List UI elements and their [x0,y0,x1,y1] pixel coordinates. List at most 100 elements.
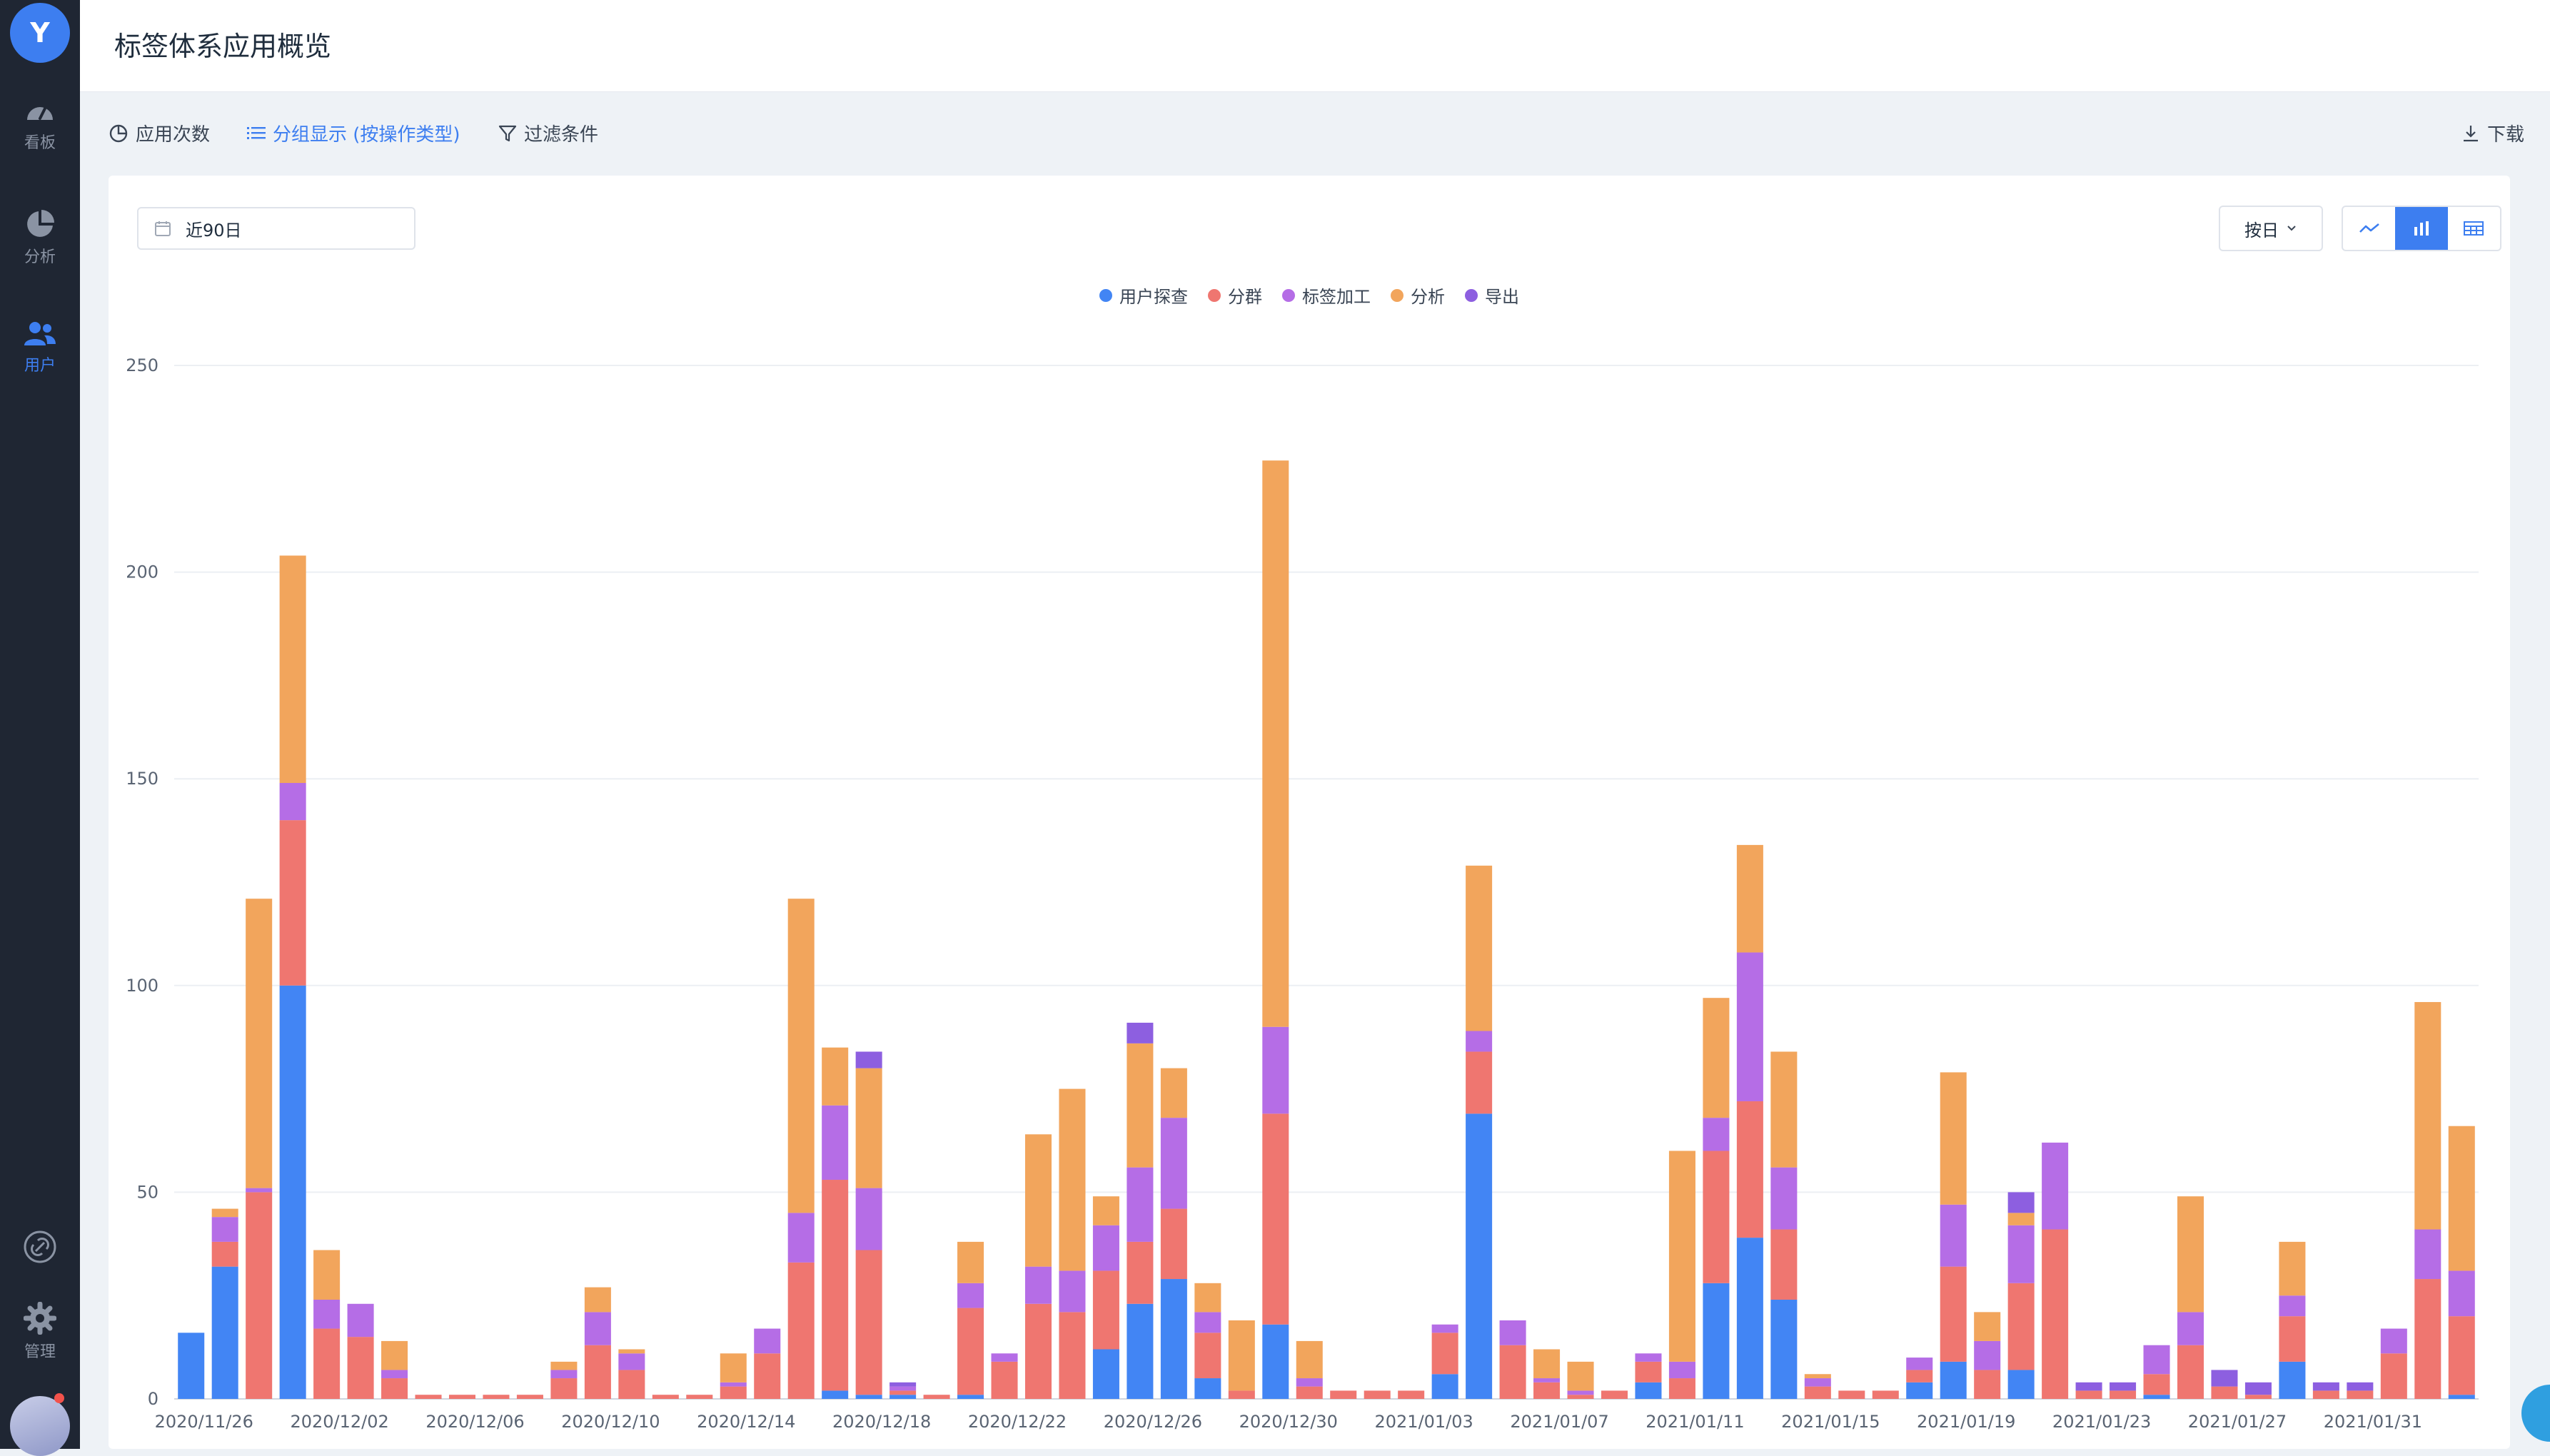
chart-legend: 用户探查 分群 标签加工 分析 导出 [109,283,2510,308]
y-tick-label: 150 [126,769,158,789]
bar-segment [448,1395,476,1399]
bar-segment [2007,1225,2035,1283]
sidebar-item-label: 看板 [24,134,56,152]
bar-segment [2075,1390,2102,1399]
bar-segment [381,1340,408,1370]
group-by-button[interactable]: 分组显示 (按操作类型) [247,120,460,146]
bar-segment [1364,1390,1391,1399]
granularity-value: 按日 [2244,220,2279,241]
bar-segment [1466,1113,1493,1399]
bar-segment [1431,1324,1458,1333]
bar-segment [1906,1358,1933,1370]
bar-view-button[interactable] [2395,207,2448,250]
bar-segment [822,1047,849,1106]
bar-segment [246,1188,273,1193]
bar-segment [1127,1022,1154,1043]
bar-segment [618,1349,645,1354]
legend-item-segment[interactable]: 分群 [1208,283,1262,308]
bar-segment [1127,1303,1154,1399]
chart-card: 近90日 按日 用户探查 分群 [109,176,2510,1449]
count-metric-button[interactable]: 应用次数 [109,120,210,146]
bar-segment [2177,1345,2204,1399]
group-by-label: 分组显示 (按操作类型) [273,124,460,146]
bar-segment [1668,1151,1695,1362]
legend-item-analysis[interactable]: 分析 [1391,283,1445,308]
bar-segment [1668,1378,1695,1399]
bar-segment [890,1382,917,1387]
bar-segment [855,1051,882,1068]
sidebar-item-admin[interactable]: 管理 [0,1302,80,1362]
logo-letter: Y [30,17,50,49]
bar-segment [2007,1283,2035,1370]
stacked-bar-chart: 0 50 100 150 200 250 2020/11/26 2020/12/02 2020/… [126,355,2479,1432]
legend-item-export[interactable]: 导出 [1465,283,1519,308]
bar-segment [1770,1229,1798,1300]
chat-bubble[interactable] [2521,1385,2550,1442]
bar-segment [1635,1382,1662,1399]
bar-segment [2380,1328,2407,1354]
x-tick-label: 2021/01/31 [2324,1412,2422,1432]
bar-segment [1466,865,1493,1031]
bar-segment [279,555,306,783]
x-tick-label: 2020/12/14 [697,1412,795,1432]
bar-segment [313,1328,341,1399]
bar-segment [1770,1299,1798,1399]
bar-segment [550,1378,578,1399]
bar-segment [279,782,306,821]
bar-segment [890,1386,917,1391]
table-view-button[interactable] [2448,207,2500,250]
bar-segment [1228,1320,1255,1391]
legend-swatch [1391,288,1403,302]
bar-segment [652,1395,679,1399]
bar-segment [1024,1266,1052,1304]
bar-segment [1262,1324,1289,1399]
bar-segment [1431,1374,1458,1399]
date-range-picker[interactable]: 近90日 [137,207,415,250]
bar-segment [313,1250,341,1300]
bar-segment [1906,1382,1933,1399]
bar-segment [1330,1390,1357,1399]
x-tick-label: 2021/01/19 [1917,1412,2015,1432]
bar-segment [2279,1316,2306,1362]
bar-segment [1499,1345,1526,1399]
sidebar-item-dashboard[interactable]: 看板 [0,97,80,153]
bar-segment [1940,1204,1967,1267]
bar-segment [2007,1213,2035,1225]
view-switcher [2342,206,2501,251]
bar-segment [2143,1395,2170,1399]
table-icon [2464,221,2484,236]
bar-segment [246,899,273,1188]
bar-segment [2448,1395,2475,1399]
download-button[interactable]: 下载 [2461,120,2524,146]
bar-segment [890,1395,917,1399]
line-icon [2359,223,2379,233]
bar-segment [211,1241,238,1267]
bar-segment [1736,1101,1763,1238]
filter-button[interactable]: 过滤条件 [498,120,598,146]
bar-segment [246,1192,273,1399]
bar-segment [1127,1167,1154,1242]
bar-segment [855,1250,882,1395]
legend-item-user-explore[interactable]: 用户探查 [1099,283,1188,308]
avatar[interactable] [10,1396,70,1456]
bar-segment [754,1328,781,1354]
bar-segment [1160,1279,1187,1399]
app-logo[interactable]: Y [10,3,70,63]
sidebar-item-label: 用户 [24,357,56,375]
legend-item-tag-processing[interactable]: 标签加工 [1282,283,1371,308]
bar-segment [1974,1312,2001,1341]
list-icon [247,126,266,139]
bar-segment [1092,1270,1119,1350]
sidebar-item-analysis[interactable]: 分析 [0,208,80,267]
line-view-button[interactable] [2343,207,2395,250]
bar-segment [1262,1113,1289,1325]
sidebar-item-users[interactable]: 用户 [0,320,80,375]
bar-segment [2414,1001,2441,1230]
sidebar-item-link[interactable] [0,1229,80,1269]
granularity-select[interactable]: 按日 [2219,206,2323,251]
filter-label: 过滤条件 [524,124,599,146]
bar-segment [2042,1142,2069,1230]
sidebar-item-label: 管理 [24,1343,56,1361]
bar-segment [1736,844,1763,953]
legend-swatch [1099,288,1112,302]
